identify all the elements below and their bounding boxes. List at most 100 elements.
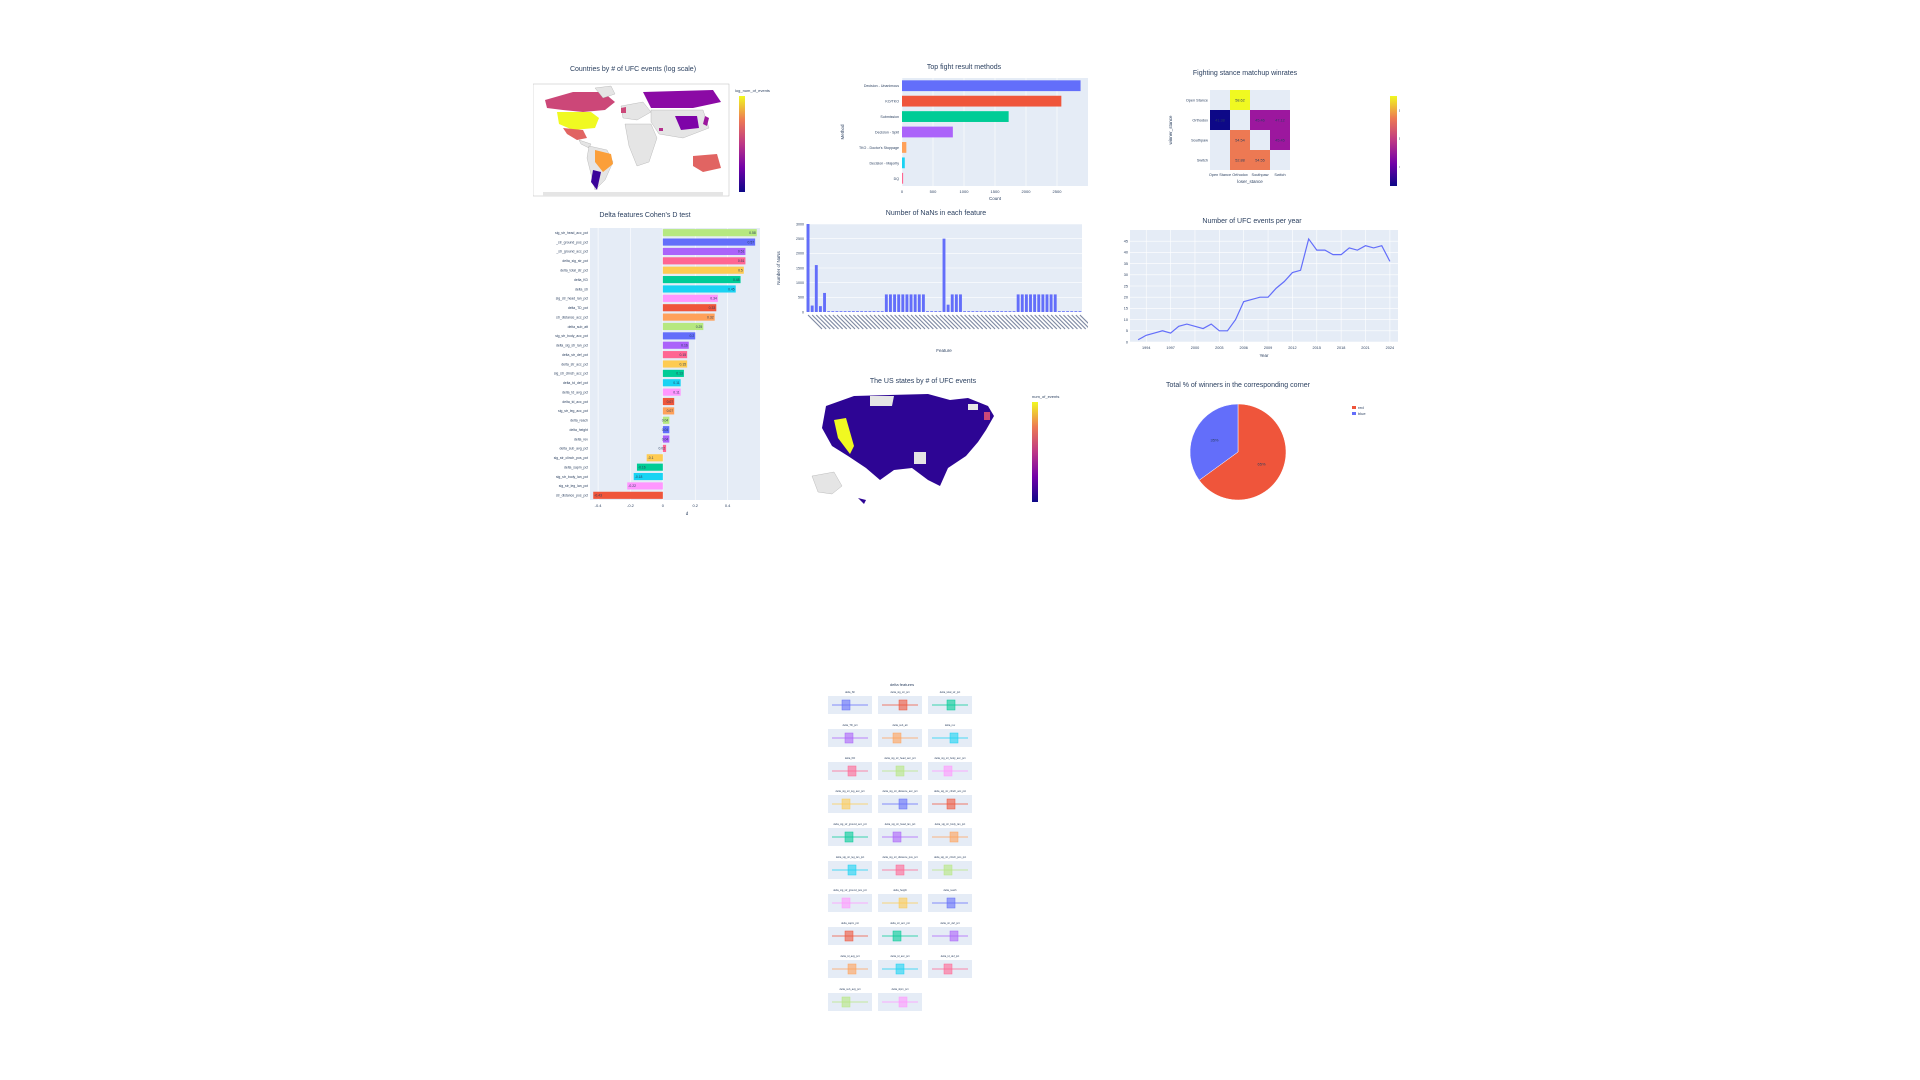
cohen-chart-panel: Delta features Cohen's D test -0.4 -0.2 0 0… — [520, 208, 770, 523]
events-ytick: 45 — [1124, 240, 1128, 244]
delta-box — [844, 930, 854, 942]
nan-bar — [1020, 294, 1024, 312]
delta-box — [898, 798, 908, 810]
nan-feature-label — [881, 314, 897, 330]
nan-feature-label — [828, 314, 844, 330]
nan-feature-label — [819, 314, 835, 330]
nan-bar — [1045, 294, 1049, 312]
pie-legend-label: red — [1358, 405, 1364, 410]
us-map[interactable]: num_of_events — [808, 376, 1088, 516]
nan-bar — [963, 311, 967, 312]
heatmap-ytick: Open Stance — [1186, 99, 1208, 103]
cohen-bar — [662, 238, 756, 246]
heatmap-cell — [1210, 110, 1230, 130]
cohen-category-label: delta_sig_str_pct — [562, 259, 588, 263]
methods-chart[interactable]: 0 500 1000 1500 2000 2500 DQ Decision - Majorit… — [812, 60, 1092, 210]
events-chart[interactable]: 0 5 10 15 20 25 30 35 40 45 1994 1997 2000 2003 2006 20… — [1112, 214, 1402, 369]
nan-feature-label — [832, 314, 848, 330]
delta-features-grid[interactable]: delta_SF delta_sig_str_pct delta_total_str… — [826, 682, 978, 1022]
events-xtick: 2009 — [1264, 346, 1272, 350]
nan-feature-label — [976, 314, 992, 330]
heatmap-cell — [1270, 130, 1290, 150]
nan-feature-label — [1034, 314, 1050, 330]
cohen-bar — [662, 416, 670, 424]
delta-box — [847, 765, 857, 777]
delta-subplot-title: delta_str_def_pct — [940, 922, 959, 925]
nan-feature-label — [1054, 314, 1070, 330]
nan-bar — [893, 294, 897, 312]
delta-box — [892, 930, 902, 942]
nan-feature-label — [861, 314, 877, 330]
delta-box — [844, 732, 854, 744]
world-map-country-europe — [620, 101, 652, 121]
nan-feature-label — [1038, 314, 1054, 330]
events-ytick: 0 — [1126, 340, 1128, 344]
methods-bar — [902, 142, 907, 153]
nan-feature-label — [1005, 314, 1021, 330]
nan-feature-label — [865, 314, 881, 330]
cohen-chart[interactable]: -0.4 -0.2 0 0.2 0.4 0.58 sig_str_head_acc_pct 0… — [520, 208, 770, 523]
world-map[interactable]: log_num_of_events — [533, 62, 773, 202]
heatmap-cell-label: 52.88 — [1235, 159, 1245, 163]
events-chart-panel: Number of UFC events per year 0 5 10 15 20 25… — [1112, 214, 1402, 369]
cohen-category-label: delta_sapm_pct — [564, 465, 588, 469]
nan-bar — [1033, 294, 1037, 312]
methods-category-label: Decision - Majority — [869, 161, 899, 165]
cohen-bar — [662, 426, 670, 434]
nan-feature-label — [1071, 314, 1087, 330]
heatmap-ytick: Southpaw — [1191, 139, 1208, 143]
nan-bar — [884, 294, 888, 312]
nan-feature-label — [993, 314, 1008, 330]
methods-category-label: KO/TKO — [885, 100, 899, 104]
cohen-bar — [662, 304, 717, 312]
methods-xtick: 2000 — [1022, 189, 1032, 194]
nan-bar — [909, 294, 913, 312]
cohen-xtick: 0.4 — [725, 503, 731, 508]
delta-box — [898, 897, 908, 909]
cohen-bar — [662, 360, 688, 368]
delta-subplot-title: delta_sig_str_head_lan_pct — [885, 823, 916, 826]
cohen-xtick: 0 — [662, 503, 665, 508]
nan-feature-label — [877, 314, 893, 330]
methods-xtick: 500 — [930, 189, 937, 194]
nan-chart[interactable]: 0 500 1000 1500 2000 2500 3000 Feature Number of… — [768, 206, 1088, 376]
nan-bar — [1062, 311, 1065, 312]
delta-subplot-title: delta_td_acc_pct — [891, 955, 910, 958]
methods-ylabel: Method — [840, 124, 845, 140]
nan-feature-label — [927, 314, 942, 330]
nan-feature-label — [1025, 314, 1041, 330]
heatmap-xlabel: loser_stance — [1237, 179, 1263, 184]
delta-subplot-title: delta_total_str_pct — [940, 691, 961, 694]
world-map-panel: Countries by # of UFC events (log scale) — [533, 62, 773, 202]
cohen-category-label: delta_td_acc_pct — [562, 400, 588, 404]
pie-slice — [1198, 403, 1287, 501]
delta-features-panel: delta features delta_SF delta_sig_str_pct… — [826, 682, 978, 1022]
heatmap-colorbar-tick: 55 — [1399, 109, 1400, 113]
methods-bar — [902, 80, 1081, 92]
nan-bar — [983, 311, 987, 312]
world-map-country-canada — [545, 92, 615, 112]
nan-feature-label — [914, 314, 930, 330]
nan-feature-label — [894, 314, 909, 330]
nan-bar — [1049, 294, 1053, 312]
us-map-state-white-2 — [914, 452, 926, 464]
delta-subplot-title: delta_td_avg_pct — [840, 955, 859, 958]
methods-category-label: DQ — [894, 177, 900, 181]
nan-feature-label — [935, 314, 951, 330]
pie-chart[interactable]: 65% red 35% blue — [1148, 378, 1398, 518]
cohen-category-label: str_distance_acc_pct — [556, 315, 588, 319]
methods-bar — [902, 95, 1062, 107]
cohen-category-label: _str_ground_pos_pct — [555, 240, 588, 244]
cohen-bar-label: -0.16 — [638, 465, 646, 469]
stance-heatmap[interactable]: 58.62 41.38 45.46 47.12 54.54 45.45 52.88 54.55… — [1160, 66, 1400, 206]
delta-subplot-title: delta_sub_att — [892, 724, 907, 727]
cohen-category-label: sig_str_leg_lan_pct — [559, 484, 588, 488]
nan-bar — [839, 311, 843, 312]
nan-bar — [856, 311, 859, 312]
delta-subplot-title: delta_slpm_pct — [892, 988, 909, 991]
world-map-country-australia — [693, 154, 721, 172]
heatmap-cell — [1270, 110, 1290, 130]
delta-box — [943, 765, 953, 777]
nan-ytick: 2500 — [796, 237, 804, 241]
nan-bar — [946, 304, 950, 312]
